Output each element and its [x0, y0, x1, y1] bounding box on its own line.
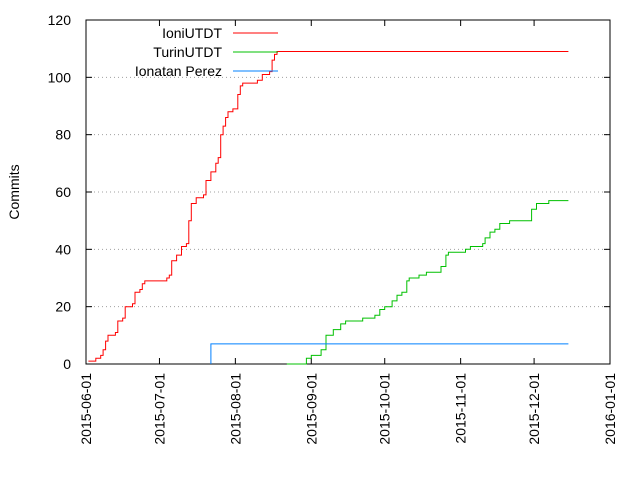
- series-line-ioniutdt: [88, 51, 569, 362]
- y-axis-title: Commits: [6, 164, 22, 219]
- series-line-ionatan-perez: [210, 343, 569, 364]
- legend-label: Ionatan Perez: [135, 63, 222, 79]
- x-tick-label: 2015-10-01: [377, 373, 393, 445]
- y-tick-label: 0: [63, 356, 71, 372]
- x-tick-label: 2015-12-01: [526, 373, 542, 445]
- y-tick-label: 40: [55, 241, 71, 257]
- x-tick-label: 2015-11-01: [453, 373, 469, 444]
- legend-label: TurinUTDT: [153, 44, 222, 60]
- x-tick-label: 2016-01-01: [602, 373, 618, 445]
- legend-label: IoniUTDT: [162, 25, 222, 41]
- legend: IoniUTDT TurinUTDT Ionatan Perez: [135, 25, 278, 79]
- x-tick-label: 2015-08-01: [227, 373, 243, 445]
- x-tick-label: 2015-06-01: [78, 373, 94, 445]
- y-tick-label: 100: [48, 69, 72, 85]
- series-line-turinutdt: [286, 200, 569, 365]
- y-tick-label: 60: [55, 184, 71, 200]
- gridlines: [86, 76, 610, 308]
- axes: 0 20 40 60 80 100 120 2015-06-01 2015-07-01 2015-…: [48, 12, 618, 445]
- series-lines: [88, 51, 569, 365]
- y-tick-label: 80: [55, 127, 71, 143]
- x-tick-label: 2015-09-01: [303, 373, 319, 445]
- x-tick-label: 2015-07-01: [151, 373, 167, 445]
- y-tick-label: 120: [48, 12, 72, 28]
- y-tick-label: 20: [55, 299, 71, 315]
